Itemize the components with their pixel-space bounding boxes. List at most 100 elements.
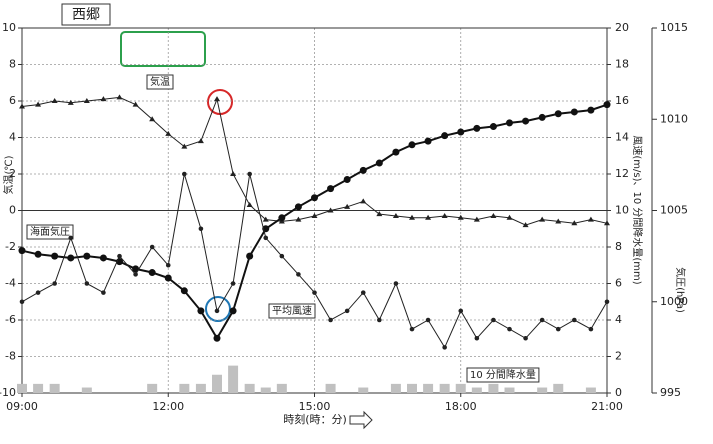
marker: [295, 216, 302, 222]
marker: [52, 281, 57, 286]
marker: [149, 116, 156, 122]
precip-bar: [195, 383, 206, 393]
marker: [133, 272, 138, 277]
precip-bar: [276, 383, 287, 393]
marker: [279, 253, 285, 259]
marker: [539, 216, 546, 222]
marker: [425, 317, 431, 323]
marker: [198, 226, 204, 232]
x-tick-label: 12:00: [152, 400, 184, 413]
y3-tick-label: 1010: [660, 112, 688, 125]
marker: [34, 250, 42, 258]
marker: [278, 214, 286, 222]
marker: [165, 262, 171, 268]
marker: [83, 252, 91, 260]
marker: [375, 159, 383, 167]
y-tick-label: 6: [9, 94, 16, 107]
marker: [522, 222, 529, 228]
y-tick-label: -6: [5, 313, 16, 326]
marker: [35, 101, 42, 107]
arrow-icon: [349, 410, 373, 430]
marker: [197, 307, 205, 315]
marker: [442, 345, 447, 350]
marker: [246, 202, 253, 208]
precip-bar: [488, 383, 499, 393]
marker: [19, 103, 25, 109]
y2-tick-label: 16: [615, 94, 629, 107]
marker: [67, 254, 75, 262]
marker: [213, 334, 221, 342]
precip-bar: [33, 383, 44, 393]
precip-bar: [179, 383, 190, 393]
marker: [100, 96, 107, 102]
y2-tick-label: 4: [615, 313, 622, 326]
y-tick-label: 0: [9, 204, 16, 217]
x-tick-label: 21:00: [591, 400, 623, 413]
series-label: 平均風速: [272, 305, 312, 317]
y-tick-label: 10: [2, 21, 16, 34]
x-tick-label: 18:00: [445, 400, 477, 413]
precip-bar: [423, 383, 434, 393]
precip-bar: [471, 387, 482, 393]
marker: [359, 166, 367, 174]
precip-bar: [504, 387, 515, 393]
marker: [116, 94, 123, 100]
precip-bar: [228, 365, 239, 393]
label-box: [26, 224, 74, 240]
marker: [555, 218, 562, 224]
precip-bar: [244, 383, 255, 393]
marker: [164, 274, 172, 282]
marker: [491, 317, 496, 323]
y-tick-label: -10: [0, 386, 16, 399]
marker: [344, 308, 350, 314]
marker: [51, 252, 59, 260]
precip-bar: [390, 383, 401, 393]
marker: [457, 128, 465, 136]
y3-axis-title: 気圧(hPa): [674, 267, 687, 313]
precip-bar: [537, 387, 548, 393]
marker: [311, 212, 318, 218]
y3-tick-label: 1005: [660, 204, 688, 217]
marker: [376, 211, 383, 217]
y2-tick-label: 8: [615, 240, 622, 253]
marker: [473, 216, 480, 222]
precip-bar: [81, 387, 92, 393]
marker: [343, 175, 351, 183]
marker: [99, 254, 107, 262]
marker: [197, 138, 204, 144]
marker: [409, 214, 415, 220]
precip-bar: [358, 387, 369, 393]
y2-tick-label: 2: [615, 350, 622, 363]
marker: [230, 281, 236, 286]
marker: [522, 117, 530, 125]
marker: [51, 98, 58, 103]
marker: [182, 171, 187, 177]
marker: [246, 252, 254, 260]
precip-bar: [17, 383, 27, 393]
marker: [570, 108, 578, 116]
marker: [84, 281, 90, 286]
marker: [554, 110, 562, 118]
marker: [262, 216, 269, 222]
marker: [604, 299, 610, 305]
marker: [377, 317, 382, 323]
marker: [424, 137, 432, 145]
marker: [148, 269, 156, 277]
marker: [425, 214, 432, 220]
marker: [506, 119, 513, 127]
y-tick-label: -2: [5, 240, 16, 253]
marker: [392, 148, 400, 156]
series-label: 気温: [150, 75, 170, 88]
marker: [587, 106, 595, 114]
precip-bar: [325, 383, 336, 393]
marker: [408, 141, 416, 149]
highlight-circle: [205, 296, 231, 322]
marker: [68, 235, 74, 241]
marker: [506, 214, 513, 220]
highlight-circle: [207, 89, 233, 115]
highlight-box: [120, 31, 206, 67]
marker: [101, 290, 106, 295]
marker: [587, 216, 594, 222]
marker: [214, 308, 220, 314]
marker: [507, 326, 512, 332]
